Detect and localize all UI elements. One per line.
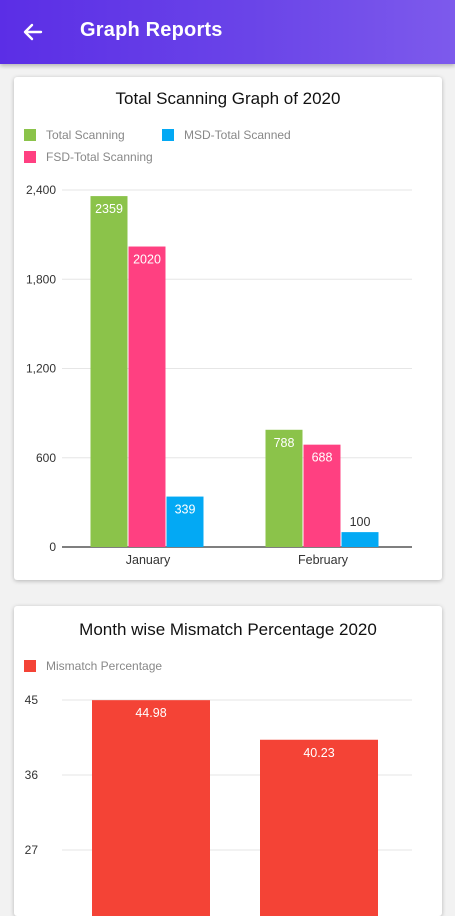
legend-swatch <box>24 129 36 141</box>
legend-item-mismatch-percentage: Mismatch Percentage <box>24 659 162 673</box>
bar <box>92 700 210 916</box>
mismatch-percentage-chart-card: Month wise Mismatch Percentage 2020 Mism… <box>14 606 442 916</box>
y-tick-label: 2,400 <box>26 183 56 197</box>
y-tick-label: 27 <box>25 843 39 857</box>
app-bar: Graph Reports <box>0 0 455 64</box>
legend-label: FSD-Total Scanning <box>46 150 153 164</box>
back-button[interactable] <box>18 17 48 47</box>
bar <box>303 444 341 547</box>
arrow-left-icon <box>23 23 43 41</box>
data-label: 788 <box>274 436 295 450</box>
legend-label: MSD-Total Scanned <box>184 128 291 142</box>
page-title: Graph Reports <box>80 19 223 41</box>
chart-title: Month wise Mismatch Percentage 2020 <box>79 620 377 639</box>
legend-swatch <box>162 129 174 141</box>
legend-item-total-scanning: Total Scanning <box>24 128 125 142</box>
y-tick-label: 1,800 <box>26 272 56 286</box>
bar <box>90 196 128 547</box>
bar <box>341 532 379 547</box>
y-tick-label: 45 <box>25 693 39 707</box>
data-label: 339 <box>175 503 196 517</box>
legend-swatch <box>24 660 36 672</box>
bar <box>260 739 378 916</box>
bar <box>128 246 166 547</box>
x-tick-label: February <box>298 553 349 567</box>
legend-item-msd-total-scanned: MSD-Total Scanned <box>162 128 291 142</box>
data-label: 2359 <box>95 202 123 216</box>
data-label: 2020 <box>133 253 161 267</box>
legend-swatch <box>24 151 36 163</box>
y-tick-label: 36 <box>25 768 39 782</box>
total-scanning-bar-chart: 0 600 1,200 1,800 2,400 2359 2020 339 January 788… <box>26 183 412 567</box>
data-label: 688 <box>312 451 333 465</box>
x-tick-label: January <box>126 553 171 567</box>
y-tick-label: 600 <box>36 451 56 465</box>
data-label: 100 <box>350 515 371 529</box>
bar <box>265 429 303 547</box>
chart-title: Total Scanning Graph of 2020 <box>115 89 341 108</box>
legend-label: Mismatch Percentage <box>46 659 163 673</box>
data-label: 40.23 <box>303 746 334 760</box>
y-tick-label: 1,200 <box>26 362 56 376</box>
bar <box>166 496 204 547</box>
data-label: 44.98 <box>135 706 166 720</box>
legend-label: Total Scanning <box>46 128 125 142</box>
legend-item-fsd-total-scanning: FSD-Total Scanning <box>24 150 153 164</box>
mismatch-percentage-bar-chart: 27 36 45 44.98 40.23 <box>25 693 412 916</box>
y-tick-label: 0 <box>49 540 56 554</box>
total-scanning-chart-card: Total Scanning Graph of 2020 Total Scann… <box>14 77 442 580</box>
